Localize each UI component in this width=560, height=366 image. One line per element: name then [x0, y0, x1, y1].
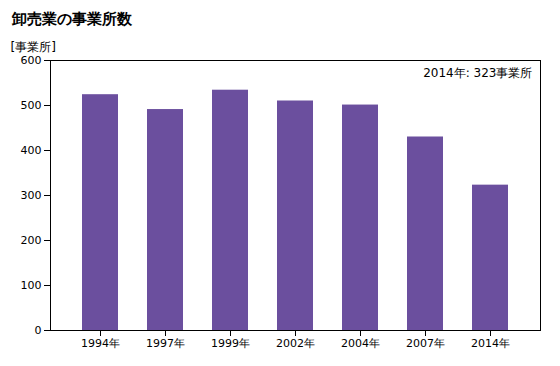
svg-text:1994年: 1994年 [81, 337, 120, 350]
html-text:卸売業の事業所数: 卸売業の事業所数 [12, 10, 132, 28]
svg-text:[事業所]: [事業所] [11, 40, 56, 54]
svg-text:0: 0 [35, 324, 42, 337]
svg-text:400: 400 [21, 144, 42, 157]
svg-text:600: 600 [21, 54, 42, 67]
svg-text:100: 100 [21, 279, 42, 292]
svg-text:2014年: 323事業所: 2014年: 323事業所 [423, 66, 532, 80]
svg-text:1999年: 1999年 [211, 337, 250, 350]
svg-text:500: 500 [21, 99, 42, 112]
svg-text:1997年: 1997年 [146, 337, 185, 350]
svg-text:200: 200 [21, 234, 42, 247]
svg-text:2002年: 2002年 [276, 337, 315, 350]
svg-text:2004年: 2004年 [341, 337, 380, 350]
svg-text:300: 300 [21, 189, 42, 202]
svg-text:2014年: 2014年 [471, 337, 510, 350]
svg-text:2007年: 2007年 [406, 337, 445, 350]
